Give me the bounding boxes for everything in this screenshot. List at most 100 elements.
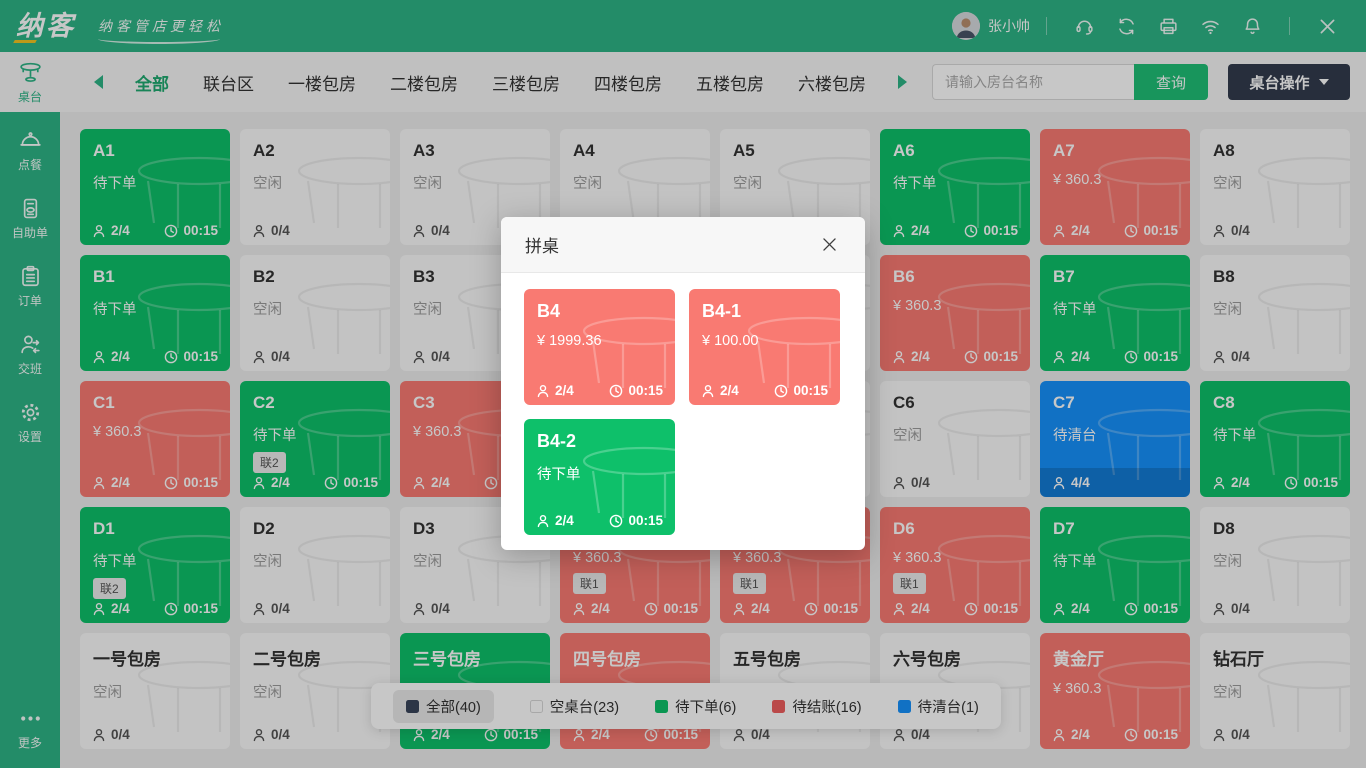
sidebar-item-tables[interactable]: 桌台	[0, 52, 60, 112]
person-icon	[253, 350, 265, 363]
table-name: A6	[893, 141, 915, 160]
topbar-divider	[1289, 17, 1290, 35]
table-card[interactable]: D6 ¥ 360.3 联1 2/4 00:15	[880, 507, 1030, 623]
table-card[interactable]: 钻石厅 空闲 0/4	[1200, 633, 1350, 749]
table-card[interactable]: D8 空闲 0/4	[1200, 507, 1350, 623]
floor-tab[interactable]: 联台区	[203, 70, 254, 95]
person-icon	[253, 224, 265, 237]
close-window-icon[interactable]	[1314, 13, 1340, 39]
merge-table-card[interactable]: B4 ¥ 1999.36 2/4 00:15	[524, 289, 675, 405]
person-icon	[893, 476, 905, 489]
table-card[interactable]: B6 ¥ 360.3 2/4 00:15	[880, 255, 1030, 371]
table-card[interactable]: 二号包房 空闲 0/4	[240, 633, 390, 749]
table-card[interactable]: 一号包房 空闲 0/4	[80, 633, 230, 749]
table-card[interactable]: A2 空闲 0/4	[240, 129, 390, 245]
table-card[interactable]: A1 待下单 2/4 00:15	[80, 129, 230, 245]
table-name: 六号包房	[893, 650, 961, 669]
table-name: B3	[413, 267, 435, 286]
clock-icon	[165, 476, 178, 489]
table-card[interactable]: B1 待下单 2/4 00:15	[80, 255, 230, 371]
sidebar-item-more[interactable]: 更多	[0, 698, 60, 758]
table-status: 空闲	[253, 176, 282, 192]
occupancy: 2/4	[572, 601, 610, 616]
table-status: 空闲	[893, 428, 922, 444]
person-icon	[1213, 728, 1225, 741]
legend-item[interactable]: 待结账(16)	[772, 690, 862, 723]
clock-icon	[965, 350, 978, 363]
merge-table-card[interactable]: B4-2 待下单 2/4 00:15	[524, 419, 675, 535]
table-status: ¥ 360.3	[1053, 681, 1102, 697]
more-dots-icon	[20, 715, 40, 721]
printer-icon[interactable]	[1155, 13, 1181, 39]
modal-close-icon[interactable]	[818, 233, 841, 256]
occupancy: 2/4	[1052, 223, 1090, 238]
floor-tab[interactable]: 五楼包房	[696, 70, 764, 95]
table-card[interactable]: D7 待下单 2/4 00:15	[1040, 507, 1190, 623]
table-card[interactable]: C7 待清台 4/4	[1040, 381, 1190, 497]
table-name: 钻石厅	[1213, 650, 1264, 669]
floor-tab[interactable]: 三楼包房	[492, 70, 560, 95]
table-grid: A1 待下单 2/4 00:15	[60, 112, 1366, 749]
search-button[interactable]: 查询	[1134, 64, 1208, 100]
table-card-footer: 2/4 00:15	[80, 342, 230, 371]
customer-service-icon[interactable]	[1071, 13, 1097, 39]
table-card[interactable]: B7 待下单 2/4 00:15	[1040, 255, 1190, 371]
sidebar-item-self-order[interactable]: 自助单	[0, 188, 60, 248]
sidebar-item-orders[interactable]: 订单	[0, 256, 60, 316]
table-card[interactable]: C1 ¥ 360.3 2/4 00:15	[80, 381, 230, 497]
person-icon	[1053, 476, 1065, 489]
table-card[interactable]: B2 空闲 0/4	[240, 255, 390, 371]
merge-table-card[interactable]: B4-1 ¥ 100.00 2/4 00:15	[689, 289, 840, 405]
duration: 00:15	[164, 223, 218, 238]
person-icon	[1053, 728, 1065, 741]
table-card[interactable]: C8 待下单 2/4 00:15	[1200, 381, 1350, 497]
table-card-footer: 0/4	[1200, 594, 1350, 623]
table-card[interactable]: 黄金厅 ¥ 360.3 2/4 00:15	[1040, 633, 1190, 749]
floor-tab[interactable]: 二楼包房	[390, 70, 458, 95]
table-card[interactable]: A6 待下单 2/4 00:15	[880, 129, 1030, 245]
table-card[interactable]: C2 待下单 联2 2/4 00:15	[240, 381, 390, 497]
scroll-right-icon[interactable]	[892, 70, 913, 94]
table-card[interactable]: D2 空闲 0/4	[240, 507, 390, 623]
legend-item[interactable]: 待清台(1)	[897, 690, 979, 723]
occupancy: 4/4	[1052, 475, 1090, 490]
scroll-left-icon[interactable]	[88, 70, 109, 94]
sidebar-item-order-food[interactable]: 点餐	[0, 120, 60, 180]
table-name: A4	[573, 141, 595, 160]
legend-item[interactable]: 空桌台(23)	[529, 690, 619, 723]
wifi-icon[interactable]	[1197, 13, 1223, 39]
legend-item[interactable]: 全部(40)	[393, 689, 494, 723]
person-icon	[253, 476, 265, 489]
table-card[interactable]: C6 空闲 0/4	[880, 381, 1030, 497]
table-card[interactable]: A7 ¥ 360.3 2/4 00:15	[1040, 129, 1190, 245]
notification-icon[interactable]	[1239, 13, 1265, 39]
table-status: 待下单	[93, 302, 137, 318]
table-card[interactable]: B8 空闲 0/4	[1200, 255, 1350, 371]
table-card[interactable]: A8 空闲 0/4	[1200, 129, 1350, 245]
sync-icon[interactable]	[1113, 13, 1139, 39]
status-legend: 全部(40) 空桌台(23) 待下单(6) 待结账(16) 待清台(1)	[371, 683, 1001, 729]
occupancy: 2/4	[1212, 475, 1250, 490]
floor-tab[interactable]: 一楼包房	[288, 70, 356, 95]
person-icon	[702, 384, 714, 397]
floor-tab[interactable]: 六楼包房	[798, 70, 866, 95]
occupancy: 2/4	[1052, 601, 1090, 616]
table-card-footer: 0/4	[80, 720, 230, 749]
sidebar-item-settings[interactable]: 设置	[0, 392, 60, 452]
table-actions-button[interactable]: 桌台操作	[1228, 64, 1350, 100]
legend-item[interactable]: 待下单(6)	[655, 690, 736, 723]
body-row: 桌台 点餐 自助单 订单 交班 设置	[0, 52, 1366, 768]
user-profile[interactable]: 张小帅	[952, 12, 1030, 40]
sidebar-item-shift-change[interactable]: 交班	[0, 324, 60, 384]
table-card-footer: 2/4 00:15	[1200, 468, 1350, 497]
link-badge: 联2	[253, 452, 286, 473]
floor-tab[interactable]: 四楼包房	[594, 70, 662, 95]
table-card[interactable]: D1 待下单 联2 2/4 00:15	[80, 507, 230, 623]
modal-body: B4 ¥ 1999.36 2/4 00:15 B4-1	[501, 273, 865, 550]
person-icon	[537, 514, 549, 527]
table-card-footer: 2/4 00:15	[689, 376, 840, 405]
floor-tab[interactable]: 全部	[135, 70, 169, 95]
clock-icon	[775, 384, 788, 397]
table-watermark-icon	[582, 446, 675, 518]
search-input[interactable]	[932, 64, 1134, 100]
